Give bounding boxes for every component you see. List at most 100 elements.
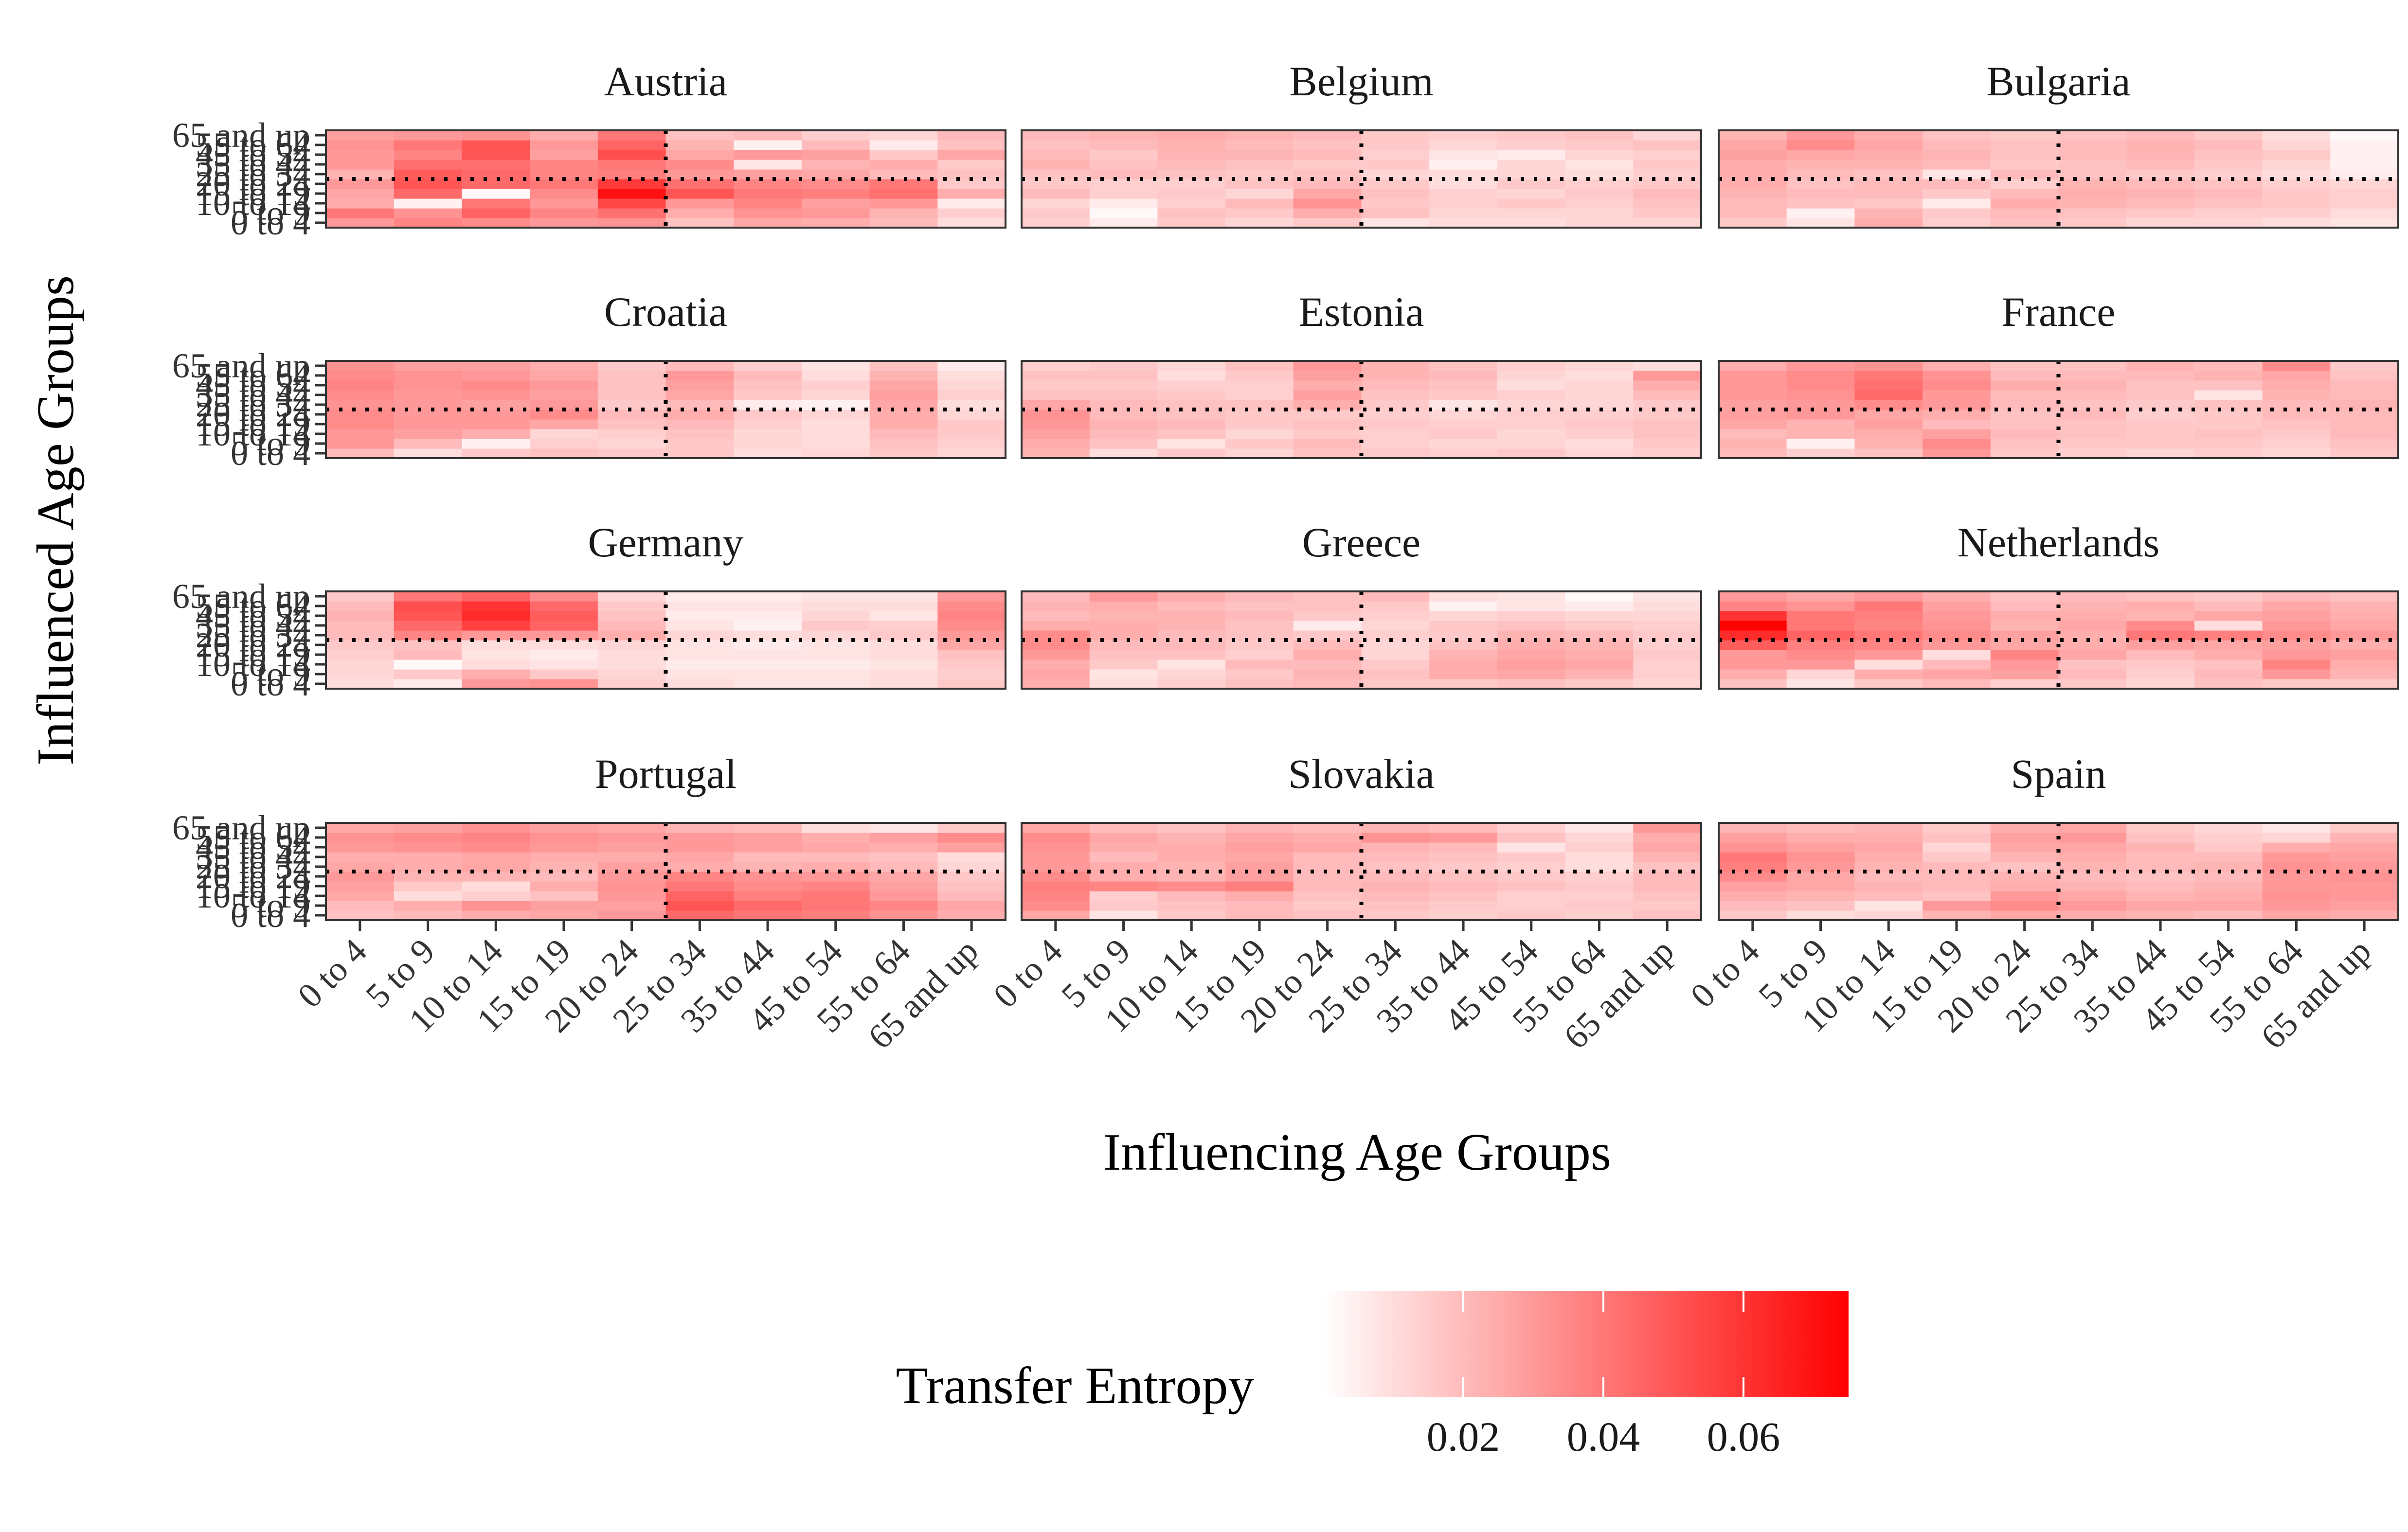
heatmap-cell (665, 419, 734, 429)
heatmap-cell (1361, 659, 1430, 670)
heatmap-cell (1633, 390, 1702, 400)
heatmap-cell (1633, 410, 1702, 420)
heatmap-cell (2194, 130, 2263, 141)
y-tick-label: 5 to 9 (231, 194, 310, 232)
heatmap-cell (665, 400, 734, 410)
heatmap-cell (734, 150, 802, 160)
y-tick-label: 45 to 54 (196, 135, 310, 174)
heatmap-cell (326, 380, 395, 391)
heatmap-cell (2058, 630, 2127, 641)
heatmap-cell (937, 361, 1006, 371)
heatmap-cell (801, 901, 870, 911)
heatmap-cell (1293, 842, 1362, 853)
y-tick-label: 0 to 4 (231, 664, 310, 703)
heatmap-cell (1225, 679, 1294, 689)
heatmap-cell (2058, 640, 2127, 650)
heatmap-cell (326, 852, 395, 862)
heatmap-cell (869, 591, 938, 602)
heatmap-cell (869, 150, 938, 160)
heatmap-cell (326, 218, 395, 228)
heatmap-cell (530, 130, 598, 141)
heatmap-cell (1497, 410, 1566, 420)
heatmap-cell (530, 910, 598, 921)
heatmap-cell (1565, 130, 1634, 141)
heatmap-cell (2194, 419, 2263, 429)
heatmap-cell (462, 611, 530, 621)
heatmap-cell (1429, 891, 1498, 901)
heatmap-cell (1361, 872, 1430, 882)
heatmap-cell (2330, 601, 2399, 611)
heatmap-cell (1157, 140, 1226, 150)
heatmap-cell (1719, 659, 1787, 670)
heatmap-cell (1089, 659, 1158, 670)
heatmap-cell (665, 448, 734, 459)
heatmap-cell (937, 208, 1006, 218)
heatmap-cell (1990, 371, 2059, 381)
panel-title: Slovakia (1288, 750, 1435, 797)
heatmap-cell (1361, 621, 1430, 631)
heatmap-cell (1293, 419, 1362, 429)
heatmap-cell (1497, 630, 1566, 641)
heatmap-cell (665, 630, 734, 641)
heatmap-cell (2262, 160, 2331, 170)
heatmap-cell (2126, 601, 2195, 611)
y-tick-label: 20 to 24 (196, 625, 310, 664)
heatmap-cell (1022, 621, 1090, 631)
heatmap-cell (1497, 439, 1566, 449)
heatmap-cell (1089, 448, 1158, 459)
heatmap-cell (1565, 208, 1634, 218)
heatmap-cell (462, 910, 530, 921)
heatmap-cell (394, 410, 462, 420)
y-tick-label: 5 to 9 (231, 424, 310, 463)
heatmap-cell (2126, 901, 2195, 911)
heatmap-cell (2262, 189, 2331, 199)
heatmap-cell (2058, 852, 2127, 862)
heatmap-cell (1225, 208, 1294, 218)
y-tick-label: 35 to 44 (196, 375, 310, 414)
heatmap-cell (1429, 630, 1498, 641)
heatmap-cell (1786, 852, 1855, 862)
heatmap-cell (801, 400, 870, 410)
heatmap-cell (597, 891, 666, 901)
heatmap-cell (1719, 218, 1787, 228)
heatmap-cell (665, 130, 734, 141)
heatmap-cell (2126, 439, 2195, 449)
heatmap-cell (1022, 611, 1090, 621)
heatmap-cell (2330, 611, 2399, 621)
heatmap-cell (1361, 179, 1430, 189)
heatmap-cell (1854, 419, 1923, 429)
heatmap-cell (1293, 640, 1362, 650)
heatmap-cell (1923, 208, 1991, 218)
heatmap-cell (734, 679, 802, 689)
heatmap-cell (1786, 621, 1855, 631)
heatmap-cell (869, 179, 938, 189)
heatmap-cell (2194, 823, 2263, 833)
heatmap-cell (462, 390, 530, 400)
heatmap-cell (1022, 872, 1090, 882)
heatmap-cell (665, 140, 734, 150)
heatmap-cell (597, 198, 666, 209)
heatmap-cell (2262, 852, 2331, 862)
heatmap-cell (734, 910, 802, 921)
heatmap-cell (665, 901, 734, 911)
heatmap-cell (394, 218, 462, 228)
heatmap-cell (734, 901, 802, 911)
heatmap-cell (1089, 910, 1158, 921)
heatmap-cell (1923, 679, 1991, 689)
heatmap-cell (937, 881, 1006, 891)
y-tick-label: 65 and up (172, 577, 310, 616)
heatmap-cell (1923, 429, 1991, 439)
heatmap-cell (1293, 881, 1362, 891)
heatmap-cell (937, 891, 1006, 901)
heatmap-cell (1923, 130, 1991, 141)
heatmap-cell (1854, 669, 1923, 679)
heatmap-cell (2262, 891, 2331, 901)
heatmap-cell (394, 198, 462, 209)
heatmap-cell (2330, 189, 2399, 199)
heatmap-cell (937, 833, 1006, 843)
heatmap-cell (1225, 140, 1294, 150)
heatmap-cell (1786, 833, 1855, 843)
heatmap-cell (530, 390, 598, 400)
heatmap-cell (1225, 371, 1294, 381)
heatmap-cell (530, 611, 598, 621)
